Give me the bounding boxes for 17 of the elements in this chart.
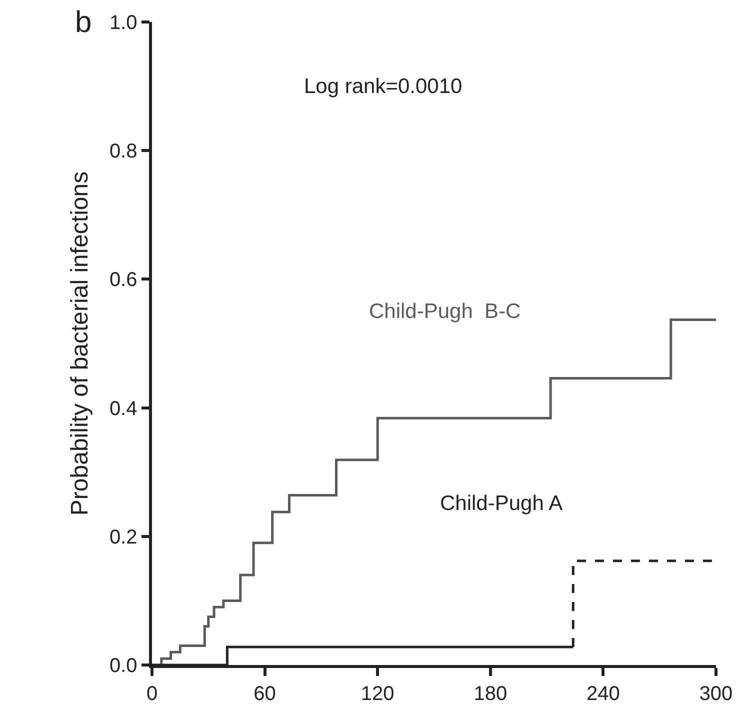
x-tick-label: 120	[360, 682, 394, 705]
y-tick-label: 0.0	[109, 655, 138, 677]
y-axis-title: Probability of bacterial infections	[66, 171, 94, 516]
y-tick-label: 1.0	[109, 12, 138, 34]
text: Child-Pugh A	[440, 492, 563, 515]
annotation: Log rank=0.0010	[304, 75, 462, 98]
y-tick-label: 0.6	[109, 269, 138, 292]
y-tick-label: 0.8	[109, 140, 138, 163]
x-tick-label: 0	[146, 682, 158, 705]
y-tick-label: 0.2	[109, 526, 138, 548]
y-tick-label: 0.4	[109, 398, 138, 420]
x-tick-label: 240	[586, 682, 620, 705]
text: b	[75, 6, 92, 39]
text: Child-Pugh B-C	[369, 300, 521, 323]
x-tick-label: 60	[254, 682, 276, 705]
x-tick-label: 180	[474, 682, 508, 705]
x-tick-label: 300	[699, 682, 733, 705]
